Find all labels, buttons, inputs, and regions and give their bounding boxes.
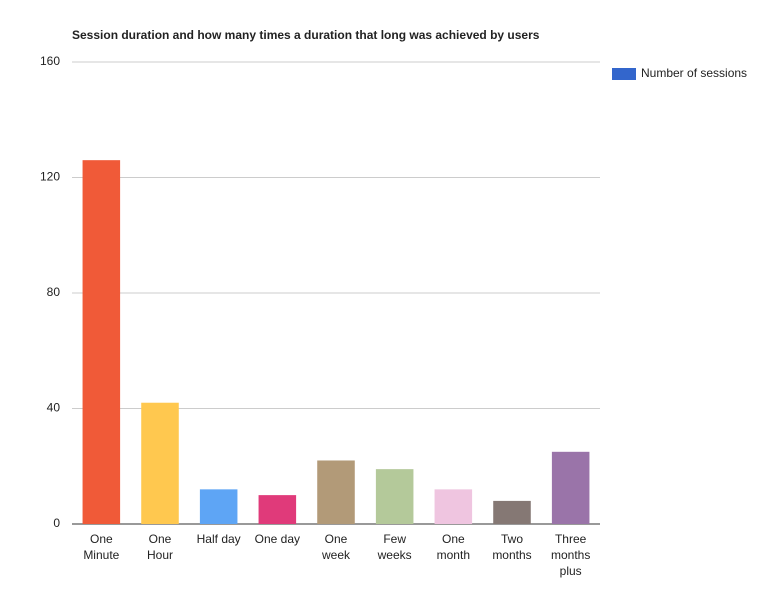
y-tick-label: 160 bbox=[40, 54, 60, 68]
x-tick-label: One Minute bbox=[83, 532, 120, 562]
x-tick-label: One Hour bbox=[146, 532, 173, 562]
y-tick-label: 80 bbox=[47, 285, 61, 299]
bar bbox=[375, 469, 414, 524]
bar bbox=[434, 489, 473, 524]
y-tick-label: 40 bbox=[47, 401, 61, 415]
y-tick-label: 120 bbox=[40, 170, 60, 184]
bar bbox=[493, 500, 531, 524]
x-tick-label: Three months plus bbox=[550, 532, 591, 578]
x-tick-label: One day bbox=[254, 532, 301, 546]
x-tick-label: One week bbox=[321, 532, 350, 562]
bar bbox=[551, 451, 590, 524]
chart-title: Session duration and how many times a du… bbox=[72, 28, 540, 42]
x-tick-label: One month bbox=[436, 532, 470, 562]
x-tick-label: Few weeks bbox=[377, 532, 412, 562]
bar bbox=[141, 402, 179, 524]
legend-label: Number of sessions bbox=[641, 66, 747, 80]
bar bbox=[199, 489, 238, 524]
bar bbox=[82, 160, 121, 525]
x-tick-label: Two months bbox=[492, 532, 532, 562]
bar bbox=[317, 460, 355, 524]
legend-swatch bbox=[612, 68, 636, 80]
y-tick-label: 0 bbox=[53, 516, 60, 530]
bar bbox=[258, 495, 297, 524]
x-tick-label: Half day bbox=[196, 532, 241, 546]
